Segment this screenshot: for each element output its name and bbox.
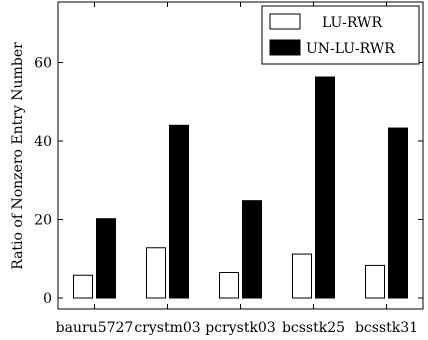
legend-swatch-lu-rwr: [270, 14, 300, 29]
bar-lu-rwr-bauru5727: [74, 275, 93, 298]
legend-label-un-lu-rwr: UN-LU-RWR: [306, 41, 395, 57]
y-tick-label-40: 40: [34, 134, 52, 150]
bar-un-lu-rwr-crystm03: [170, 125, 189, 298]
bar-un-lu-rwr-bauru5727: [97, 219, 116, 298]
x-category-label-bcsstk25: bcsstk25: [282, 320, 345, 336]
y-tick-label-20: 20: [34, 213, 52, 229]
y-axis-ticks: 0 20 40 60: [34, 56, 423, 308]
x-category-label-bcsstk31: bcsstk31: [355, 320, 418, 336]
x-category-label-bauru5727: bauru5727: [56, 320, 134, 336]
y-tick-label-0: 0: [43, 291, 52, 307]
bar-lu-rwr-pcrystk03: [220, 272, 239, 298]
legend: LU-RWR UN-LU-RWR: [262, 6, 419, 64]
bar-un-lu-rwr-bcsstk25: [316, 77, 335, 298]
bar-lu-rwr-bcsstk31: [366, 265, 385, 298]
x-category-label-pcrystk03: pcrystk03: [205, 320, 276, 336]
y-tick-label-60: 60: [34, 56, 52, 72]
legend-label-lu-rwr: LU-RWR: [322, 15, 382, 31]
bars: [74, 77, 408, 298]
bar-un-lu-rwr-pcrystk03: [243, 201, 262, 298]
y-axis-label: Ratio of Nonzero Entry Number: [10, 42, 26, 270]
x-category-label-crystm03: crystm03: [134, 320, 200, 336]
legend-swatch-un-lu-rwr: [270, 40, 300, 55]
bar-lu-rwr-bcsstk25: [293, 254, 312, 298]
bar-lu-rwr-crystm03: [147, 248, 166, 298]
bar-un-lu-rwr-bcsstk31: [389, 128, 408, 298]
